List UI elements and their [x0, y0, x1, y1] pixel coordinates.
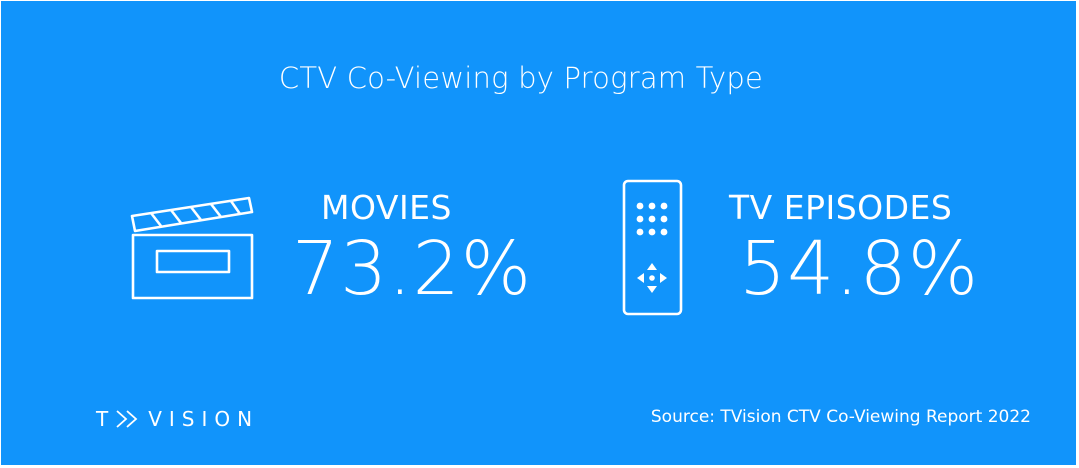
source-note: Source: TVision CTV Co-Viewing Report 20… [650, 407, 1031, 427]
movies-label: MOVIES [321, 188, 452, 227]
remote-control-icon [622, 179, 683, 316]
page-title: CTV Co-Viewing by Program Type [278, 61, 764, 95]
clapperboard-icon [130, 196, 254, 300]
tv-episodes-label: TV EPISODES [729, 188, 953, 227]
logo-text-left: T [96, 407, 116, 431]
logo-text-right: VISION [148, 407, 260, 431]
movies-value: 73.2% [292, 226, 533, 312]
tv-episodes-value: 54.8% [739, 226, 980, 312]
tvision-logo: T VISION [96, 405, 259, 433]
logo-chevron-icon [116, 410, 138, 428]
